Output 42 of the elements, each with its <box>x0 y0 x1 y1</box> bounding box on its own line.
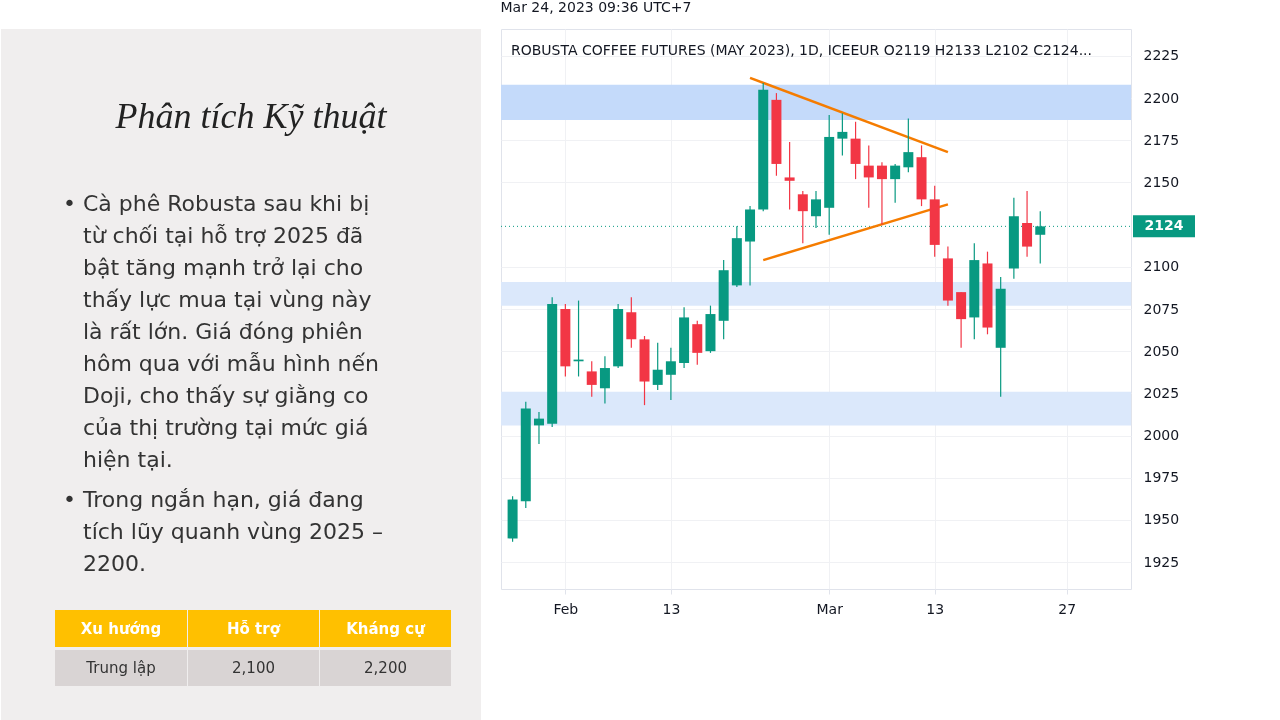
y-tick-label: 1975 <box>1143 469 1180 486</box>
text: 2,200 <box>364 659 407 677</box>
candlestick <box>784 141 795 211</box>
y-tick-label: 2050 <box>1143 342 1180 359</box>
y-tick-label: 2200 <box>1143 89 1180 106</box>
x-tick-label: Mar <box>816 600 844 617</box>
ref-line-label: 2124 <box>1144 217 1184 234</box>
text: • Cà phê Robusta sau khi bị từ chối tại hỗ trợ 2025 đã bật tăng mạnh trở lại cho thấy lực mua tại vùng này là rất lớn. Giá đóng phiên hôm qua với mẫu hình nến Doji, cho thấy sự giằng co của thị trường tại mức giá hiện tại. <box>63 191 380 472</box>
candlestick <box>533 411 544 445</box>
candlestick <box>586 360 597 398</box>
y-tick-label: 2225 <box>1143 47 1180 64</box>
y-tick-label: 2150 <box>1143 173 1180 190</box>
candlestick <box>890 163 901 204</box>
candlestick <box>863 144 874 209</box>
y-tick-label: 2100 <box>1143 258 1180 275</box>
text: Trung lập <box>85 659 156 677</box>
y-tick-label: 2025 <box>1143 384 1180 401</box>
x-tick-label: Feb <box>553 600 579 617</box>
y-tick-label: 1950 <box>1143 511 1180 528</box>
candlestick <box>837 112 848 157</box>
x-tick-label: 27 <box>1058 600 1077 617</box>
candlestick <box>1022 190 1033 258</box>
text: Hỗ trợ <box>227 619 281 638</box>
candlestick <box>876 161 887 226</box>
text: Mar 24, 2023 09:36 UTC+7 <box>500 0 692 15</box>
text: 2,100 <box>232 659 275 677</box>
text: ROBUSTA COFFEE FUTURES (MAY 2023), 1D, ICEEUR O2119 H2133 L2102 C2124... <box>511 42 1092 58</box>
candlestick <box>599 355 610 405</box>
candlestick <box>797 190 808 244</box>
y-tick-label: 1925 <box>1143 553 1180 570</box>
y-tick-label: 2075 <box>1143 300 1180 317</box>
candlestick <box>652 342 663 391</box>
y-tick-label: 2175 <box>1143 131 1180 148</box>
y-tick-label: 2000 <box>1143 427 1180 444</box>
candlestick <box>903 117 914 173</box>
text: Xu hướng <box>80 619 162 638</box>
x-tick-label: 13 <box>926 600 945 617</box>
text: • Trong ngắn hạn, giá đang tích lũy quanh vùng 2025 – 2200. <box>63 487 383 576</box>
text: Kháng cự <box>346 619 426 638</box>
text: Phân tích Kỹ thuật <box>114 96 388 136</box>
x-tick-label: 13 <box>662 600 681 617</box>
candlestick <box>665 347 676 401</box>
